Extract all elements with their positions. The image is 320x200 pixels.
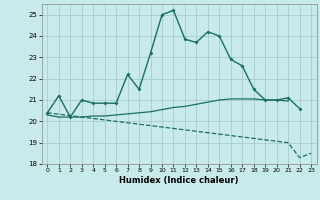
X-axis label: Humidex (Indice chaleur): Humidex (Indice chaleur) [119,176,239,185]
